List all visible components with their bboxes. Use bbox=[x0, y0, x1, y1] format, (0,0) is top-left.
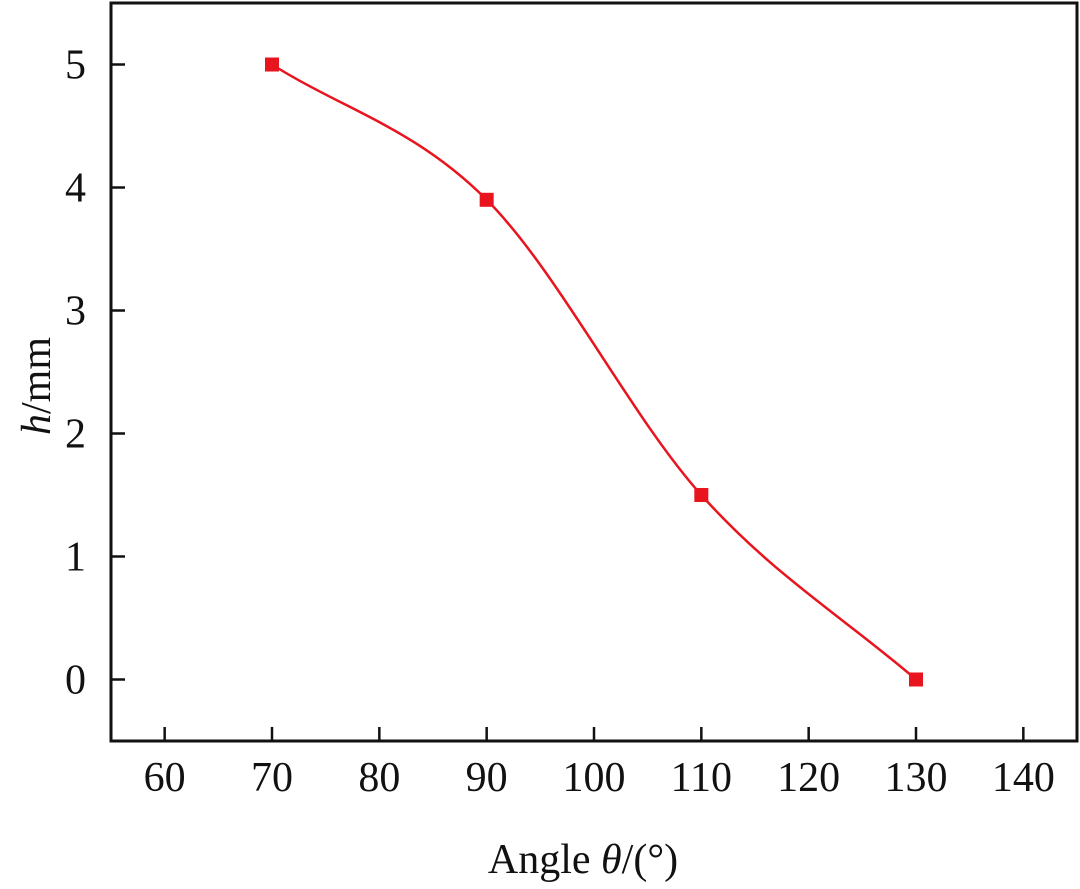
y-tick-label: 4 bbox=[65, 166, 86, 212]
data-point bbox=[265, 57, 279, 72]
axes: 60 70 80 90 100 110 120 130 140 0 1 2 3 4 5 bbox=[65, 1, 1079, 801]
y-tick-label: 0 bbox=[65, 658, 86, 704]
y-axis-label-symbol: h bbox=[14, 414, 60, 435]
x-axis-label: Angle θ/(°) bbox=[488, 837, 678, 883]
series-line bbox=[271, 63, 917, 681]
y-tick-label: 3 bbox=[65, 289, 86, 335]
x-axis-label-symbol: θ bbox=[601, 837, 622, 883]
y-tick-label: 2 bbox=[65, 412, 86, 458]
x-tick-label: 130 bbox=[885, 755, 948, 801]
x-axis-label-suffix: /(°) bbox=[622, 837, 678, 883]
y-axis-label-suffix: /mm bbox=[14, 337, 60, 414]
x-tick-label: 140 bbox=[992, 755, 1055, 801]
x-tick-label: 60 bbox=[144, 755, 186, 801]
data-point bbox=[909, 672, 923, 687]
x-tick-label: 80 bbox=[358, 755, 400, 801]
plot-frame bbox=[109, 1, 1079, 743]
data-point bbox=[694, 488, 709, 502]
data-point bbox=[479, 192, 494, 207]
y-tick-label: 1 bbox=[65, 535, 86, 581]
y-tick-label: 5 bbox=[65, 43, 86, 89]
x-axis-label-prefix: Angle bbox=[488, 837, 601, 883]
y-axis-label: h/mm bbox=[14, 337, 60, 435]
x-tick-label: 100 bbox=[563, 755, 626, 801]
axis-labels: Angle θ/(°) h/mm bbox=[14, 337, 678, 883]
x-tick-label: 110 bbox=[671, 755, 732, 801]
series-layer bbox=[265, 57, 923, 687]
x-tick-label: 90 bbox=[466, 755, 508, 801]
x-tick-label: 120 bbox=[777, 755, 840, 801]
x-tick-label: 70 bbox=[251, 755, 293, 801]
